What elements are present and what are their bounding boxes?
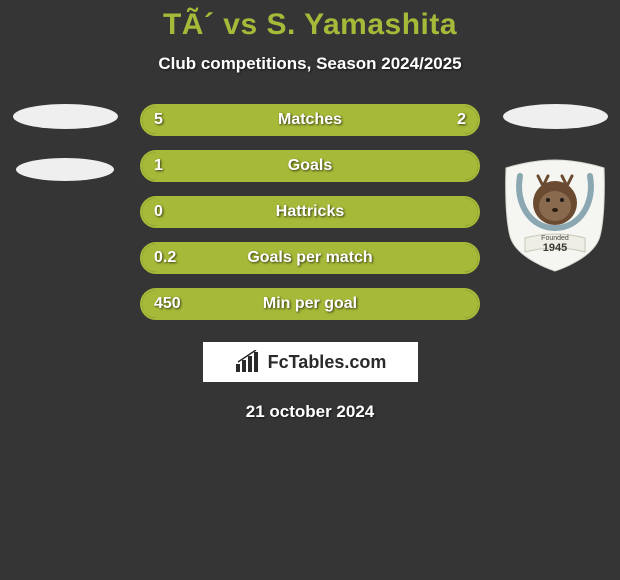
comparison-container: TÃ´ vs S. Yamashita Club competitions, S…: [0, 0, 620, 422]
crest-banner-year: 1945: [543, 242, 567, 254]
stat-bar: 0 Hattricks: [140, 196, 480, 228]
right-team-crest: Founded 1945: [500, 158, 610, 278]
stat-bar-right-value: 2: [457, 111, 466, 129]
stat-bar-label: Goals: [288, 157, 332, 175]
stat-bar-label: Min per goal: [263, 295, 357, 313]
stat-bar-left-value: 0.2: [154, 249, 176, 267]
right-player-col: Founded 1945: [500, 104, 610, 278]
stats-section: 5 2 Matches 1 Goals 0 Hattricks 0.2 Goals per ma…: [0, 104, 620, 320]
stat-bar-label: Hattricks: [276, 203, 344, 221]
page-title: TÃ´ vs S. Yamashita: [0, 8, 620, 42]
watermark-bars-icon: [234, 350, 264, 374]
stat-bar: 1 Goals: [140, 150, 480, 182]
stat-bar-label: Matches: [278, 111, 342, 129]
stat-bar-left-value: 5: [154, 111, 163, 129]
stat-bar: 450 Min per goal: [140, 288, 480, 320]
watermark: FcTables.com: [203, 342, 418, 382]
footer-date: 21 october 2024: [0, 402, 620, 422]
stat-bar-left-value: 1: [154, 157, 163, 175]
page-subtitle: Club competitions, Season 2024/2025: [0, 54, 620, 74]
stat-bar-left-value: 0: [154, 203, 163, 221]
stat-bar: 5 2 Matches: [140, 104, 480, 136]
stat-bars: 5 2 Matches 1 Goals 0 Hattricks 0.2 Goals per ma…: [140, 104, 480, 320]
stat-bar-label: Goals per match: [247, 249, 372, 267]
crest-icon: Founded 1945: [500, 158, 610, 273]
crest-banner-label: Founded: [541, 235, 569, 242]
right-player-photo-placeholder: [503, 104, 608, 129]
left-player-col: [10, 104, 120, 181]
stat-bar: 0.2 Goals per match: [140, 242, 480, 274]
left-player-photo-placeholder: [13, 104, 118, 129]
left-team-placeholder: [16, 158, 114, 181]
stat-bar-left-value: 450: [154, 295, 181, 313]
watermark-text: FcTables.com: [268, 352, 387, 373]
